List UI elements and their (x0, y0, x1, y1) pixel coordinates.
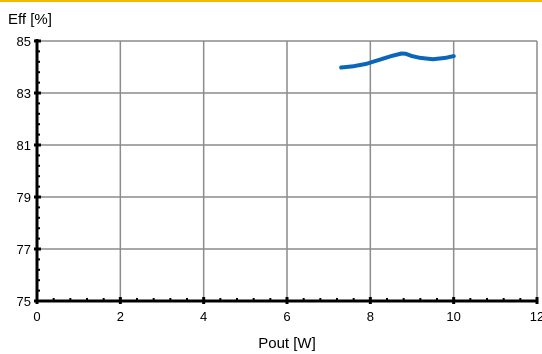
tick-labels: 75 77 79 81 83 85 0 2 4 6 8 10 12 (17, 34, 542, 324)
series-line-0 (339, 51, 456, 70)
grid-lines (37, 40, 538, 301)
y-tick-label: 85 (17, 34, 31, 49)
series-group (339, 51, 456, 70)
axes (34, 39, 539, 304)
y-tick-label: 77 (17, 242, 31, 257)
y-tick-label: 83 (17, 86, 31, 101)
y-axis-title: Eff [%] (8, 11, 52, 28)
x-tick-label: 10 (446, 309, 460, 324)
y-tick-label: 79 (17, 190, 31, 205)
x-tick-label: 4 (200, 309, 207, 324)
x-tick-label: 2 (117, 309, 124, 324)
y-tick-label: 75 (17, 294, 31, 309)
x-tick-label: 0 (33, 309, 40, 324)
x-tick-label: 8 (367, 309, 374, 324)
top-accent-rule (0, 0, 542, 2)
x-tick-label: 6 (283, 309, 290, 324)
x-axis-title: Pout [W] (258, 335, 316, 352)
x-tick-label: 12 (530, 309, 542, 324)
y-tick-label: 81 (17, 138, 31, 153)
